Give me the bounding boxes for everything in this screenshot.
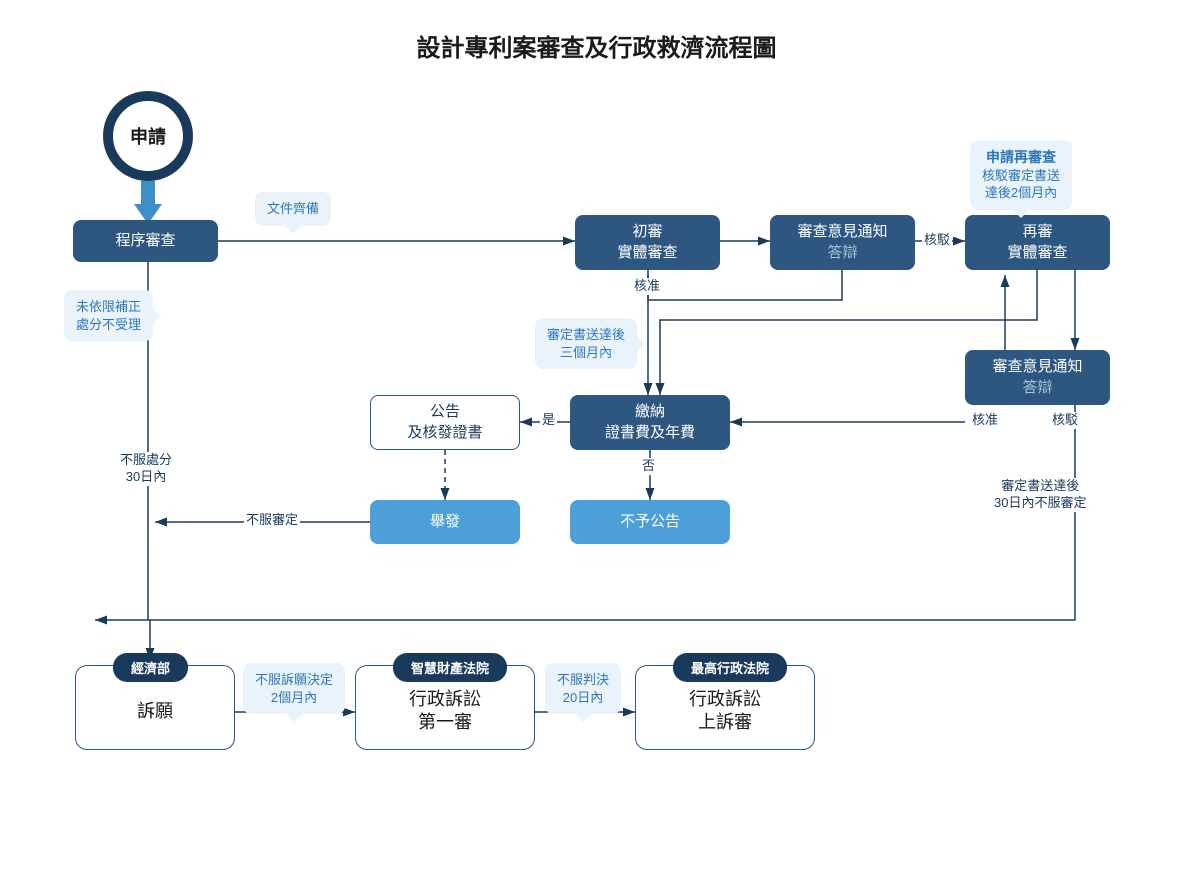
court-body-2: 行政訴訟 第一審 (355, 688, 535, 735)
callout-judge: 不服判決 20日內 (545, 663, 621, 714)
callout-line: 不服訴願決定 (255, 671, 333, 689)
node-label: 審查意見通知 (992, 357, 1082, 377)
node-label: 及核發證書 (407, 423, 482, 443)
callout-line-bold: 申請再審查 (982, 148, 1060, 167)
node-label: 證書費及年費 (605, 423, 695, 443)
court-header-1: 經濟部 (113, 653, 188, 682)
label-no: 否 (640, 458, 657, 475)
start-node: 申請 (103, 91, 193, 181)
label-line: 30日內不服審定 (994, 495, 1086, 512)
callout-line: 處分不受理 (76, 316, 141, 334)
court-line: 上訴審 (635, 711, 815, 734)
callout-docs-ready: 文件齊備 (255, 192, 331, 226)
court-line: 訴願 (75, 700, 235, 723)
label-line: 審定書送達後 (994, 478, 1086, 495)
callout-reapply: 申請再審查 核駁審定書送 達後2個月內 (970, 140, 1072, 210)
callout-not-accepted: 未依限補正 處分不受理 (64, 290, 153, 341)
callout-three-months: 審定書送達後 三個月內 (535, 318, 637, 369)
node-label: 再審 (1022, 222, 1052, 242)
node-label: 初審 (632, 222, 662, 242)
court-line: 第一審 (355, 711, 535, 734)
callout-line: 審定書送達後 (547, 326, 625, 344)
node-label: 實體審查 (617, 243, 677, 263)
node-label: 公告 (430, 402, 460, 422)
label-reject-1: 核駁 (922, 232, 952, 249)
node-reexam: 再審 實體審查 (965, 215, 1110, 270)
node-publish: 公告 及核發證書 (370, 395, 520, 450)
callout-line: 核駁審定書送 (982, 167, 1060, 185)
node-procedure-review: 程序審查 (73, 220, 218, 262)
court-body-1: 訴願 (75, 700, 235, 723)
callout-line: 不服判決 (557, 671, 609, 689)
node-label: 繳納 (635, 402, 665, 422)
node-sublabel: 答辯 (827, 243, 857, 263)
node-opinion-2: 審查意見通知 答辯 (965, 350, 1110, 405)
node-invalidation: 舉發 (370, 500, 520, 544)
node-opinion-1: 審查意見通知 答辯 (770, 215, 915, 270)
callout-line: 三個月內 (547, 344, 625, 362)
court-header-3: 最高行政法院 (673, 653, 787, 682)
node-label: 實體審查 (1007, 243, 1067, 263)
node-fee: 繳納 證書費及年費 (570, 395, 730, 450)
node-label: 不予公告 (620, 512, 680, 532)
label-line: 不服處分 (120, 452, 172, 469)
node-label: 程序審查 (115, 231, 175, 251)
node-no-publish: 不予公告 (570, 500, 730, 544)
callout-line: 文件齊備 (267, 200, 319, 218)
court-header-2: 智慧財產法院 (393, 653, 507, 682)
callout-appeal: 不服訴願決定 2個月內 (243, 663, 345, 714)
page-title: 設計專利案審查及行政救濟流程圖 (0, 28, 1193, 63)
callout-line: 2個月內 (255, 689, 333, 707)
label-approve-2: 核准 (970, 412, 1000, 429)
callout-line: 未依限補正 (76, 298, 141, 316)
label-line: 30日內 (120, 469, 172, 486)
label-disagree: 不服處分 30日內 (118, 452, 174, 486)
court-body-3: 行政訴訟 上訴審 (635, 688, 815, 735)
node-label: 審查意見通知 (797, 222, 887, 242)
node-initial-exam: 初審 實體審查 (575, 215, 720, 270)
court-line: 行政訴訟 (635, 688, 815, 711)
callout-line: 20日內 (557, 689, 609, 707)
label-approve-1: 核准 (632, 278, 662, 295)
node-label: 舉發 (430, 512, 460, 532)
label-yes: 是 (540, 412, 557, 429)
label-disaudit: 不服審定 (244, 512, 300, 529)
callout-line: 達後2個月內 (982, 184, 1060, 202)
label-after-30: 審定書送達後 30日內不服審定 (992, 478, 1088, 512)
start-label: 申請 (130, 123, 166, 149)
node-sublabel: 答辯 (1022, 378, 1052, 398)
label-reject-2: 核駁 (1050, 412, 1080, 429)
court-line: 行政訴訟 (355, 688, 535, 711)
